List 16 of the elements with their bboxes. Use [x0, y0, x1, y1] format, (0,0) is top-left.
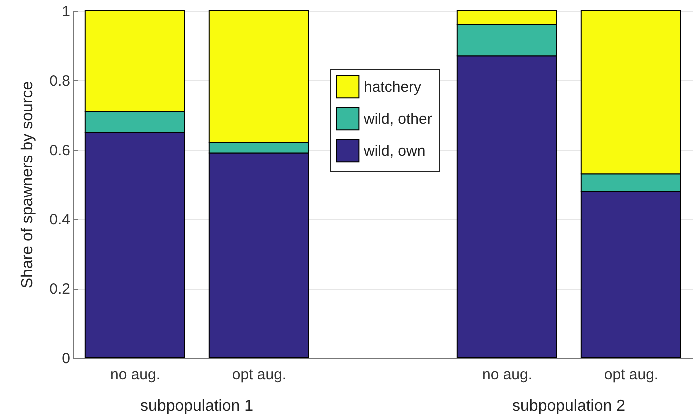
y-tick-label: 0.2 — [50, 281, 70, 298]
text: subpopulation 2 — [512, 398, 626, 415]
legend-label: wild, other — [363, 111, 432, 128]
x-tick-label: opt aug. — [604, 366, 659, 384]
x-tick-label: opt aug. — [232, 366, 287, 384]
y-tick-label: 0.6 — [50, 142, 70, 160]
legend-label: hatchery — [364, 79, 422, 96]
legend-label: wild, own — [363, 143, 426, 160]
y-axis-title: Share of spawners by source — [20, 81, 37, 289]
x-tick-label: no aug. — [110, 366, 161, 384]
y-tick-label: 0 — [62, 350, 70, 368]
y-tick-label: 1 — [62, 4, 70, 20]
y-tick-label: 0.8 — [50, 72, 70, 90]
x-tick-label: no aug. — [482, 366, 533, 384]
text: subpopulation 1 — [140, 398, 254, 415]
y-tick-label: 0.4 — [50, 212, 70, 229]
